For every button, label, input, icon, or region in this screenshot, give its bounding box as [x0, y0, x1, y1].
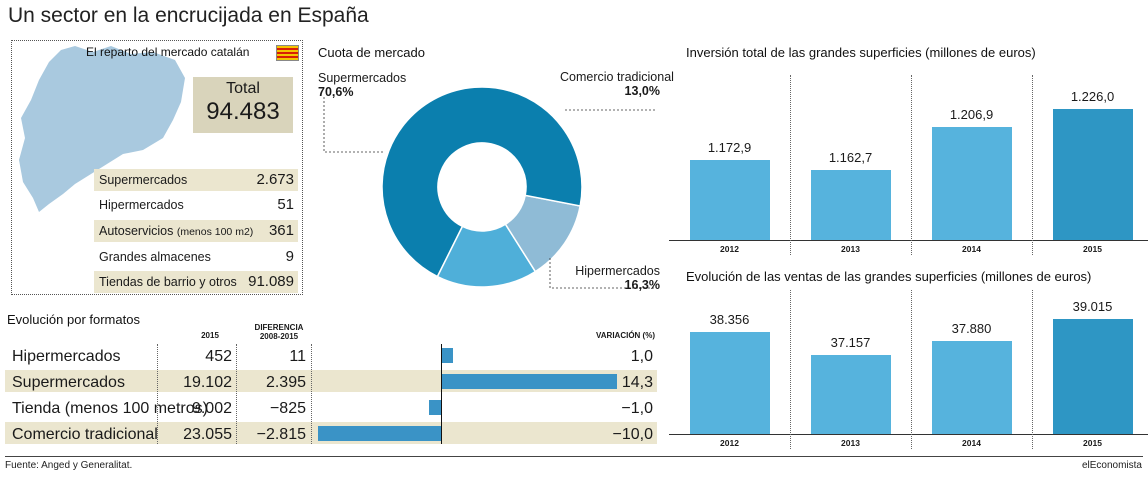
formats-row-diff: 2.395 — [265, 374, 306, 391]
catalan-row-value: 2.673 — [256, 171, 294, 188]
bar-2012 — [689, 331, 770, 434]
catalan-total-box: Total 94.483 — [193, 77, 293, 133]
pie-value-supermercados: 70,6% — [318, 85, 354, 99]
bar-2013 — [810, 354, 891, 434]
catalan-row-value: 361 — [268, 222, 294, 239]
chart-divider — [1032, 290, 1033, 449]
formats-row-diff: −825 — [269, 400, 306, 417]
bar-value-label: 37.880 — [951, 320, 992, 336]
formats-row-label: Supermercados — [12, 374, 125, 391]
formats-header-2015: 2015 — [201, 331, 219, 340]
catalan-row-hipermercados: Hipermercados 51 — [94, 194, 298, 216]
catalan-flag-icon — [276, 45, 299, 61]
formats-header-variation: VARIACIÓN (%) — [596, 331, 655, 340]
bar-2015 — [1052, 108, 1133, 240]
divider — [236, 344, 237, 444]
bar-value-label: 1.226,0 — [1070, 88, 1115, 104]
divider — [157, 344, 158, 444]
catalan-row-label: Autoservicios — [99, 224, 174, 238]
brand-logo: elEconomista — [1081, 460, 1142, 471]
pie-label-supermercados: Supermercados — [318, 71, 407, 85]
catalan-row-value: 51 — [277, 196, 294, 213]
formats-row-2015: 23.055 — [183, 426, 232, 443]
chart-divider — [911, 75, 912, 255]
bar-value-label: 37.157 — [830, 334, 871, 350]
catalan-row-value: 9 — [285, 248, 294, 265]
formats-row-2015: 9.002 — [191, 400, 232, 417]
pie-label-comercio: Comercio tradicional — [560, 70, 674, 84]
formats-row-label: Comercio tradicional — [12, 426, 158, 443]
catalan-row-value: 91.089 — [248, 273, 294, 290]
pie-value-hipermercados: 16,3% — [624, 278, 660, 292]
formats-row-variation-label: 14,3 — [621, 374, 653, 391]
bar-year-label: 2012 — [720, 438, 739, 448]
catalan-row-note: (menos 100 m2) — [176, 226, 254, 238]
bar-value-label: 39.015 — [1072, 299, 1113, 315]
catalan-market-panel — [11, 40, 303, 295]
pie-title: Cuota de mercado — [318, 45, 425, 60]
pie-label-hipermercados: Hipermercados — [575, 264, 660, 278]
sales-chart-title: Evolución de las ventas de las grandes s… — [686, 269, 1092, 284]
bar-year-label: 2014 — [962, 244, 981, 254]
bar-2013 — [810, 169, 891, 240]
market-share-donut — [323, 86, 655, 289]
formats-row-variation-label: −10,0 — [612, 426, 653, 443]
chart-baseline — [669, 434, 1148, 435]
catalan-row-label: Hipermercados — [99, 198, 184, 212]
formats-row-diff: −2.815 — [256, 426, 306, 443]
catalan-row-supermercados: Supermercados 2.673 — [94, 169, 298, 191]
bar-2014 — [931, 340, 1012, 434]
catalan-row-tiendas-barrio: Tiendas de barrio y otros 91.089 — [94, 271, 298, 293]
page-title: Un sector en la encrucijada en España — [8, 4, 369, 27]
chart-divider — [1032, 75, 1033, 255]
chart-divider — [790, 75, 791, 255]
bar-year-label: 2015 — [1083, 438, 1102, 448]
chart-divider — [790, 290, 791, 449]
bar-value-label: 1.162,7 — [828, 149, 873, 165]
chart-baseline — [669, 240, 1148, 241]
formats-header-diff: DIFERENCIA 2008-2015 — [254, 323, 304, 341]
pie-slice-comercio-tradicional — [504, 194, 582, 273]
variation-bar — [428, 400, 441, 415]
bar-year-label: 2013 — [841, 244, 860, 254]
bar-year-label: 2015 — [1083, 244, 1102, 254]
bar-2015 — [1052, 319, 1133, 434]
bar-value-label: 38.356 — [709, 311, 750, 327]
catalan-panel-title: El reparto del mercado catalán — [86, 45, 250, 59]
catalan-row-label: Supermercados — [99, 173, 188, 187]
bar-year-label: 2014 — [962, 438, 981, 448]
formats-row-label: Tienda (menos 100 metros) — [12, 400, 208, 417]
variation-bar — [318, 426, 441, 441]
bar-year-label: 2012 — [720, 244, 739, 254]
formats-row-2015: 452 — [205, 348, 232, 365]
catalan-row-label: Tiendas de barrio y otros — [99, 275, 237, 289]
formats-row-2015: 19.102 — [183, 374, 232, 391]
formats-row-variation-label: −1,0 — [621, 400, 653, 417]
variation-zero-axis — [441, 344, 442, 444]
catalonia-map-icon — [19, 46, 185, 212]
catalan-row-label: Grandes almacenes — [99, 250, 211, 264]
bar-value-label: 1.172,9 — [707, 139, 752, 155]
catalan-row-autoservicios: Autoservicios (menos 100 m2) 361 — [94, 220, 298, 242]
formats-title: Evolución por formatos — [7, 312, 140, 327]
bar-year-label: 2013 — [841, 438, 860, 448]
footer-rule — [5, 456, 1143, 457]
formats-row-label: Hipermercados — [12, 348, 121, 365]
investment-chart-title: Inversión total de las grandes superfici… — [686, 45, 1036, 60]
bar-2012 — [689, 159, 770, 240]
variation-bar — [441, 348, 454, 363]
chart-divider — [911, 290, 912, 449]
source-note: Fuente: Anged y Generalitat. — [5, 460, 133, 471]
formats-row-diff: 11 — [289, 348, 306, 365]
divider — [311, 344, 312, 444]
bar-value-label: 1.206,9 — [949, 106, 994, 122]
variation-bar — [441, 374, 617, 389]
formats-row-variation-label: 1,0 — [630, 348, 653, 365]
catalan-row-grandes-almacenes: Grandes almacenes 9 — [94, 246, 298, 268]
pie-slice-supermercados — [381, 86, 583, 278]
total-value: 94.483 — [206, 98, 280, 125]
total-label: Total — [226, 80, 260, 97]
pie-value-comercio: 13,0% — [624, 84, 660, 98]
bar-2014 — [931, 126, 1012, 240]
